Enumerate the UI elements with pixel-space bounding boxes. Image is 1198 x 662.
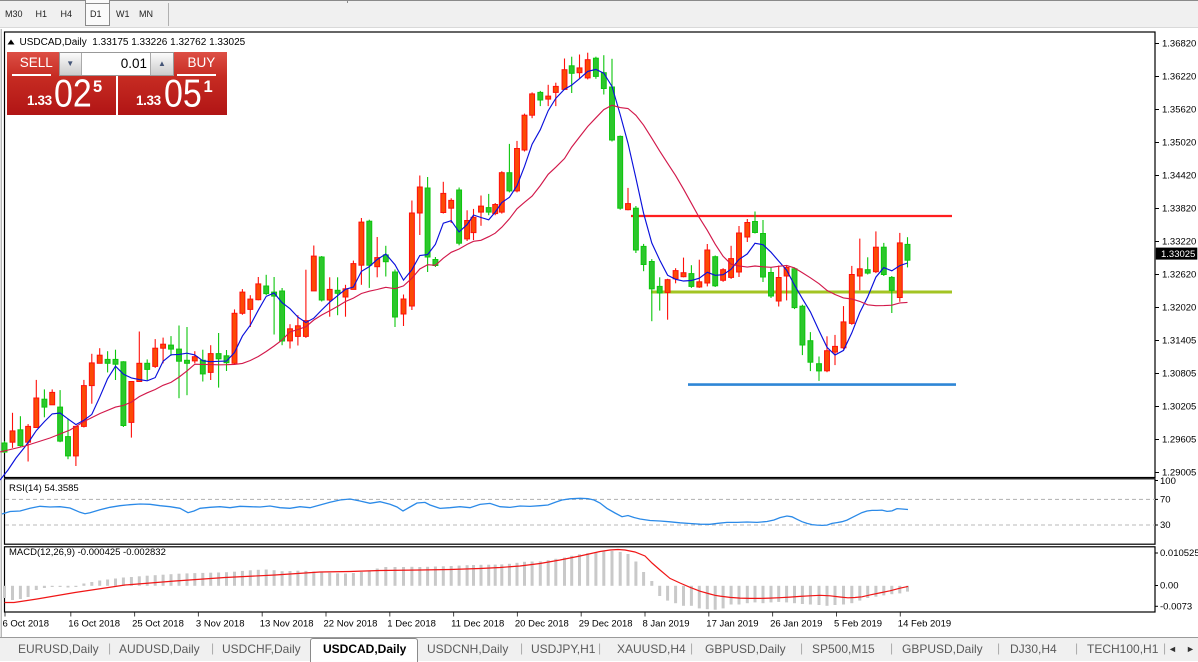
svg-text:0.00: 0.00: [1160, 581, 1179, 592]
svg-text:1.36820: 1.36820: [1162, 39, 1196, 50]
svg-text:1.32020: 1.32020: [1162, 303, 1196, 314]
svg-text:1.35020: 1.35020: [1162, 138, 1196, 149]
svg-text:0.010525: 0.010525: [1160, 548, 1198, 559]
svg-text:RSI(14) 54.3585: RSI(14) 54.3585: [9, 483, 79, 494]
svg-text:3 Nov 2018: 3 Nov 2018: [196, 619, 245, 630]
svg-text:70: 70: [1160, 495, 1171, 506]
svg-text:USDCAD,Daily 1.33175 1.33226: USDCAD,Daily 1.33175 1.33226 1.32762 1.3…: [20, 37, 246, 48]
svg-text:5 Feb 2019: 5 Feb 2019: [834, 619, 882, 630]
svg-text:30: 30: [1160, 520, 1171, 531]
svg-text:1.30805: 1.30805: [1162, 369, 1196, 380]
svg-text:1.31405: 1.31405: [1162, 336, 1196, 347]
svg-text:100: 100: [1160, 476, 1176, 487]
svg-text:1.30205: 1.30205: [1162, 402, 1196, 413]
svg-text:1.36220: 1.36220: [1162, 72, 1196, 83]
svg-text:25 Oct 2018: 25 Oct 2018: [132, 619, 184, 630]
svg-text:1.32620: 1.32620: [1162, 270, 1196, 281]
svg-text:1 Dec 2018: 1 Dec 2018: [387, 619, 436, 630]
svg-text:1.29605: 1.29605: [1162, 435, 1196, 446]
svg-text:13 Nov 2018: 13 Nov 2018: [260, 619, 314, 630]
svg-text:1.29005: 1.29005: [1162, 468, 1196, 479]
svg-text:26 Jan 2019: 26 Jan 2019: [770, 619, 822, 630]
svg-text:17 Jan 2019: 17 Jan 2019: [706, 619, 758, 630]
svg-text:-0.0073: -0.0073: [1160, 602, 1192, 613]
svg-text:22 Nov 2018: 22 Nov 2018: [324, 619, 378, 630]
svg-text:16 Oct 2018: 16 Oct 2018: [68, 619, 120, 630]
svg-text:6 Oct 2018: 6 Oct 2018: [3, 619, 49, 630]
svg-text:1.33025: 1.33025: [1161, 249, 1195, 260]
svg-text:1.35620: 1.35620: [1162, 105, 1196, 116]
svg-text:20 Dec 2018: 20 Dec 2018: [515, 619, 569, 630]
svg-text:1.34420: 1.34420: [1162, 171, 1196, 182]
svg-text:8 Jan 2019: 8 Jan 2019: [643, 619, 690, 630]
svg-text:14 Feb 2019: 14 Feb 2019: [898, 619, 951, 630]
svg-text:1.33820: 1.33820: [1162, 204, 1196, 215]
svg-text:1.33220: 1.33220: [1162, 237, 1196, 248]
svg-text:11 Dec 2018: 11 Dec 2018: [451, 619, 504, 630]
svg-text:29 Dec 2018: 29 Dec 2018: [579, 619, 633, 630]
svg-text:MACD(12,26,9) -0.000425 -0.002: MACD(12,26,9) -0.000425 -0.002832: [9, 547, 166, 558]
